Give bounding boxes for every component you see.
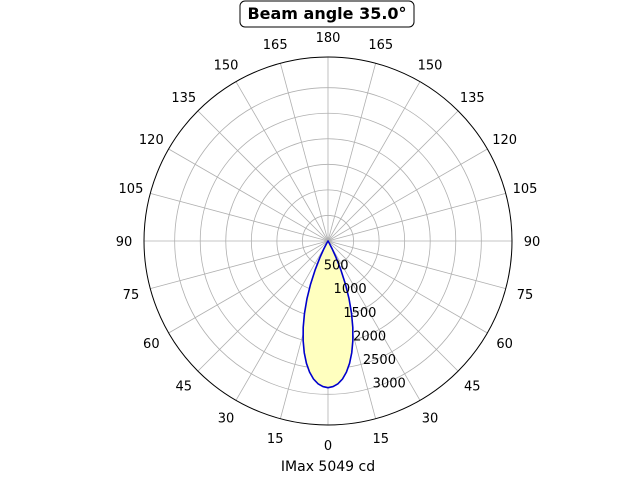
radial-tick-labels: 500 1000 1500 2000 2500 3000 [324, 259, 406, 392]
angle-tick-label: 135 [460, 91, 485, 106]
angular-gridline [197, 240, 329, 372]
radial-tick-label: 500 [324, 259, 349, 274]
x-axis-label: IMax 5049 cd [281, 459, 375, 475]
angle-tick-label: 60 [143, 337, 160, 352]
angle-tick-label: 150 [214, 58, 239, 73]
intensity-curve [302, 240, 354, 389]
angle-tick-label: 0 [324, 439, 332, 454]
angular-gridline [327, 63, 377, 242]
angle-tick-label: 15 [267, 432, 284, 447]
angular-gridline [327, 148, 488, 242]
angle-tick-label: 105 [513, 182, 538, 197]
angle-tick-label: 90 [116, 235, 133, 250]
angular-gridline [235, 81, 329, 242]
angular-gridline [327, 240, 488, 334]
angular-gridline [327, 110, 459, 242]
angular-gridline [168, 240, 329, 334]
angle-tick-label: 150 [418, 58, 443, 73]
polar-frame [143, 56, 513, 426]
angle-tick-label: 165 [368, 38, 393, 53]
angle-tick-label: 90 [524, 235, 541, 250]
angle-tick-label: 60 [496, 337, 513, 352]
radial-tick-label: 3000 [373, 377, 406, 392]
radial-tick-label: 2500 [363, 353, 396, 368]
angular-gridline [327, 240, 421, 401]
angle-tick-label: 135 [171, 91, 196, 106]
angular-gridline [197, 110, 329, 242]
radial-tick-label: 1500 [343, 306, 376, 321]
angular-gridline [150, 192, 329, 242]
angular-gridline [235, 240, 329, 401]
angular-gridline [327, 81, 421, 242]
title-text: Beam angle 35.0° [247, 4, 406, 23]
series-line [302, 240, 354, 389]
angle-tick-label: 15 [373, 432, 390, 447]
angle-tick-label: 180 [316, 31, 341, 46]
angular-gridline [327, 240, 459, 372]
angle-tick-label: 30 [422, 412, 439, 427]
radial-tick-label: 1000 [334, 282, 367, 297]
angle-tick-label: 120 [492, 133, 517, 148]
title-box [239, 0, 415, 28]
angular-gridline [279, 63, 329, 242]
series-fill [303, 241, 353, 388]
angle-tick-label: 105 [119, 182, 144, 197]
angular-gridline [168, 148, 329, 242]
angle-tick-label: 75 [517, 288, 534, 303]
angular-gridline [327, 192, 506, 242]
radial-tick-label: 2000 [353, 329, 386, 344]
angle-tick-label: 30 [218, 412, 235, 427]
angle-tick-label: 75 [123, 288, 140, 303]
angle-tick-labels: 0 15 30 45 60 75 90 105 120 135 150 165 180 165 150 135… [116, 31, 541, 454]
angle-tick-label: 45 [464, 379, 481, 394]
angle-tick-label: 165 [263, 38, 288, 53]
chart-title: Beam angle 35.0° [239, 0, 415, 28]
angle-tick-label: 45 [175, 379, 192, 394]
angle-tick-label: 120 [139, 133, 164, 148]
angular-gridline [150, 240, 329, 290]
angular-gridline [327, 240, 506, 290]
